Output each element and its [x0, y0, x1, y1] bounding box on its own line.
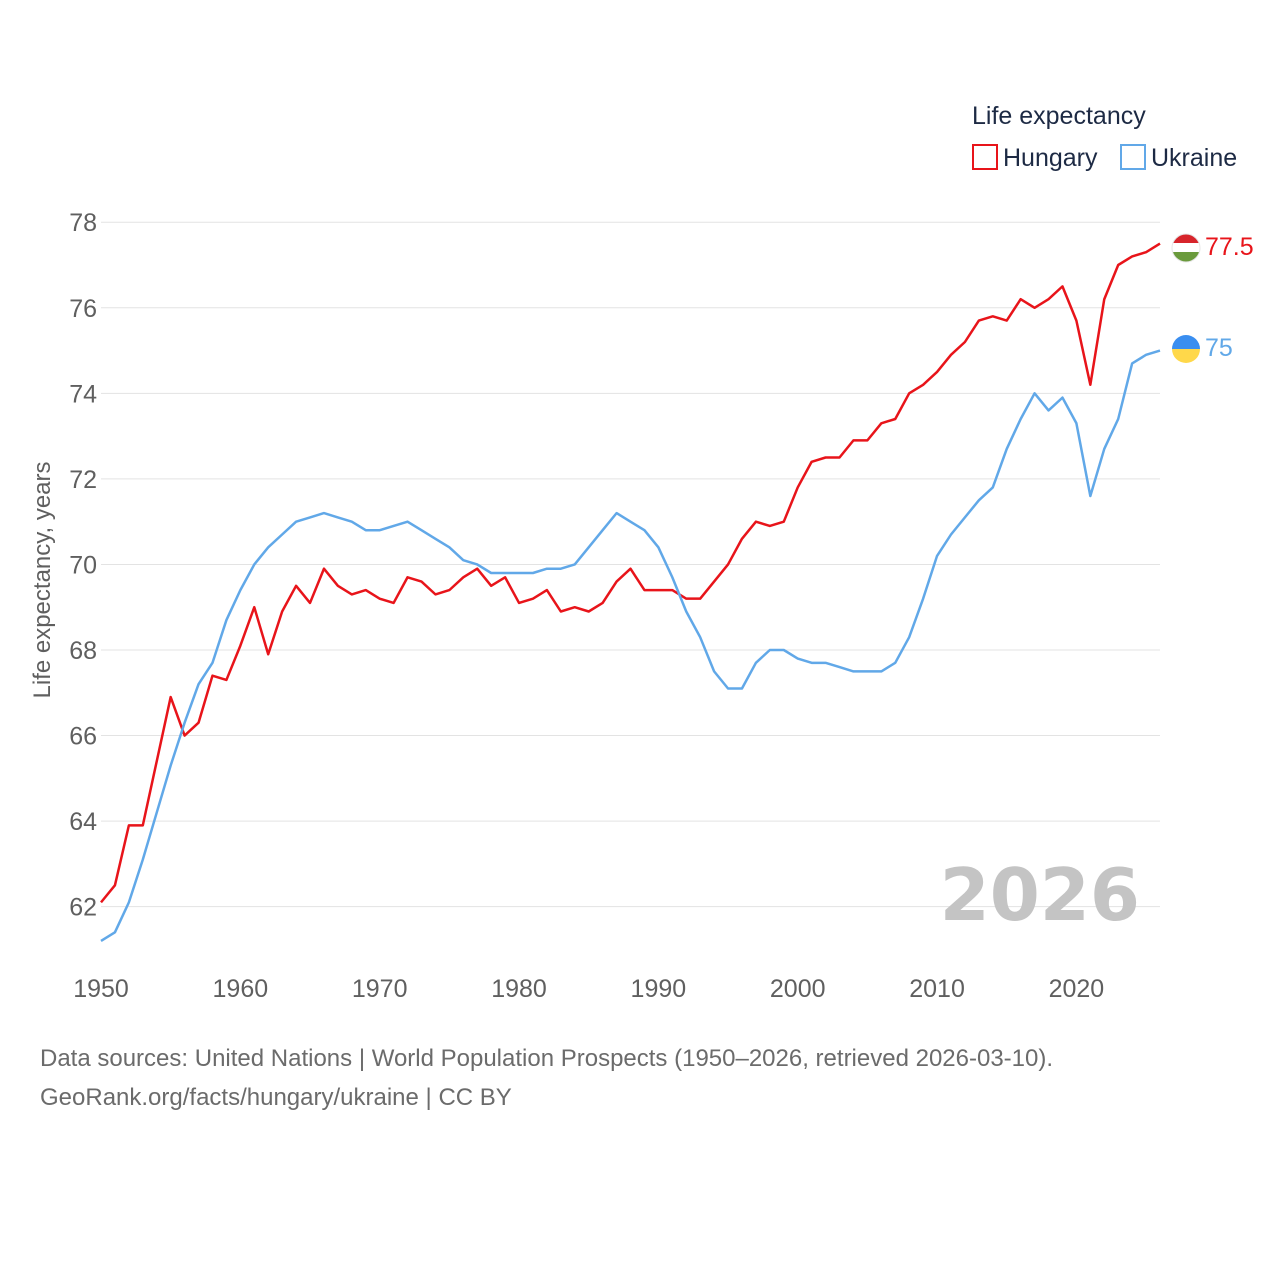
y-tick-label: 64: [69, 808, 97, 836]
x-tick-label: 1970: [352, 975, 408, 1003]
y-tick-label: 78: [69, 209, 97, 237]
legend-swatch-ukraine[interactable]: [1120, 144, 1146, 170]
y-tick-label: 70: [69, 551, 97, 579]
ukraine-end-label: 75: [1205, 334, 1233, 362]
hungary-flag-icon: [1172, 234, 1200, 262]
legend-title: Life expectancy: [972, 102, 1146, 130]
data-sources-note: Data sources: United Nations | World Pop…: [40, 1045, 1054, 1072]
y-axis-ticks: 62 64 66 68 70 72 74 76 78: [69, 209, 97, 921]
x-tick-label: 2010: [909, 975, 965, 1003]
x-tick-label: 2020: [1049, 975, 1105, 1003]
x-tick-label: 1950: [73, 975, 129, 1003]
x-tick-label: 2000: [770, 975, 826, 1003]
y-axis-label: Life expectancy, years: [29, 461, 56, 698]
hungary-series-line: [100, 242, 1161, 904]
y-tick-label: 72: [69, 466, 97, 494]
y-tick-label: 74: [69, 380, 97, 408]
x-tick-label: 1960: [213, 975, 269, 1003]
x-tick-label: 1980: [491, 975, 547, 1003]
hungary-end-label: 77.5: [1205, 233, 1254, 261]
ukraine-flag-icon: [1172, 335, 1200, 363]
y-tick-label: 62: [69, 894, 97, 922]
year-watermark: 2026: [940, 853, 1140, 937]
legend-label-hungary[interactable]: Hungary: [1003, 144, 1098, 172]
x-axis-ticks: 1950 1960 1970 1980 1990 2000 2010 2020: [73, 975, 1104, 1003]
legend-swatch-hungary[interactable]: [972, 144, 998, 170]
x-tick-label: 1990: [631, 975, 687, 1003]
y-tick-label: 66: [69, 723, 97, 751]
y-tick-label: 76: [69, 295, 97, 323]
gridlines: [101, 221, 1160, 908]
credit-link[interactable]: GeoRank.org/facts/hungary/ukraine | CC B…: [40, 1084, 512, 1111]
y-tick-label: 68: [69, 637, 97, 665]
legend-label-ukraine[interactable]: Ukraine: [1151, 144, 1237, 172]
ukraine-series-line: [100, 349, 1161, 942]
